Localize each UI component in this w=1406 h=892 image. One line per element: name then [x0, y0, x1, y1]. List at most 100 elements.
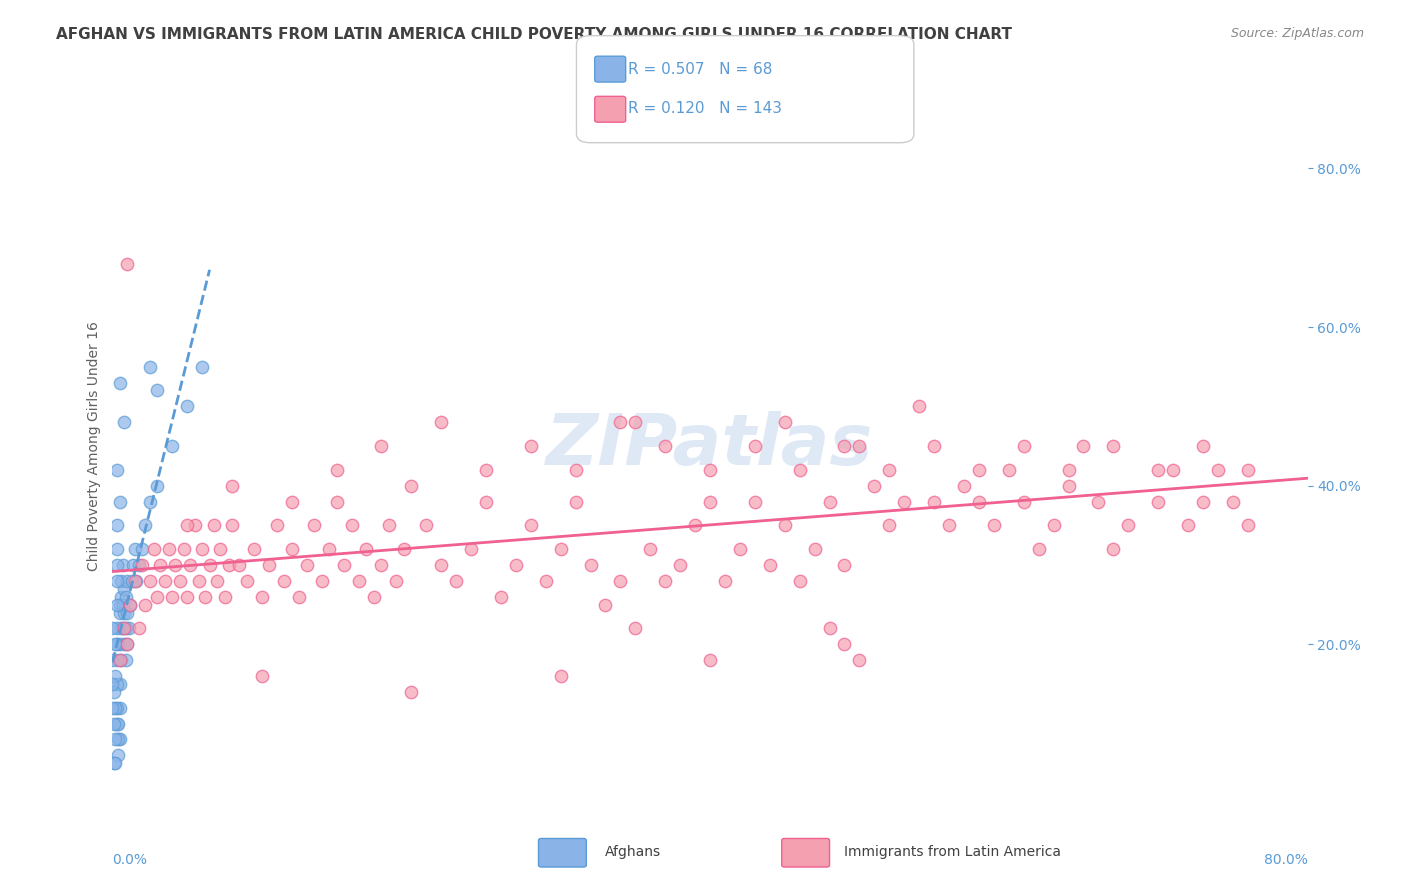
Point — [759, 558, 782, 572]
Point — [105, 621, 128, 635]
Point — [117, 574, 139, 588]
Point — [848, 653, 870, 667]
Point — [550, 542, 572, 557]
Point — [118, 621, 141, 635]
Point — [273, 574, 295, 588]
Point — [259, 558, 281, 572]
Point — [115, 653, 138, 667]
Point — [188, 574, 211, 588]
Point — [108, 494, 131, 508]
Point — [117, 637, 139, 651]
Point — [176, 400, 198, 414]
Point — [250, 590, 273, 604]
Point — [117, 637, 139, 651]
Point — [640, 542, 662, 557]
Point — [101, 653, 124, 667]
Text: Immigrants from Latin America: Immigrants from Latin America — [844, 845, 1060, 859]
Point — [356, 542, 378, 557]
Point — [430, 415, 453, 429]
Point — [789, 574, 811, 588]
Point — [281, 494, 304, 508]
Point — [1147, 463, 1170, 477]
Point — [505, 558, 527, 572]
Point — [173, 542, 195, 557]
Point — [288, 590, 311, 604]
Point — [179, 558, 201, 572]
Point — [128, 621, 150, 635]
Point — [103, 716, 125, 731]
Point — [370, 558, 392, 572]
Text: ZIPatlas: ZIPatlas — [547, 411, 873, 481]
Point — [834, 558, 856, 572]
Point — [983, 518, 1005, 533]
Point — [1057, 463, 1080, 477]
Point — [967, 463, 990, 477]
Point — [363, 590, 385, 604]
Point — [728, 542, 751, 557]
Text: Afghans: Afghans — [605, 845, 661, 859]
Point — [863, 478, 886, 492]
Point — [149, 558, 172, 572]
Point — [128, 558, 150, 572]
Point — [654, 439, 676, 453]
Point — [104, 756, 127, 771]
Point — [444, 574, 467, 588]
Point — [998, 463, 1021, 477]
Point — [108, 376, 131, 390]
Point — [107, 716, 129, 731]
Point — [121, 574, 143, 588]
Point — [430, 558, 453, 572]
Point — [654, 574, 676, 588]
Point — [683, 518, 706, 533]
Point — [218, 558, 240, 572]
Point — [108, 606, 131, 620]
Point — [117, 257, 139, 271]
Point — [318, 542, 340, 557]
Point — [744, 439, 766, 453]
Point — [385, 574, 408, 588]
Text: R = 0.507   N = 68: R = 0.507 N = 68 — [628, 62, 773, 77]
Point — [392, 542, 415, 557]
Point — [938, 518, 960, 533]
Point — [108, 653, 131, 667]
Point — [176, 518, 198, 533]
Point — [773, 415, 796, 429]
Point — [1118, 518, 1140, 533]
Point — [194, 590, 217, 604]
Point — [105, 518, 128, 533]
Point — [214, 590, 236, 604]
Point — [107, 732, 129, 747]
Point — [1161, 463, 1184, 477]
Point — [117, 606, 139, 620]
Point — [115, 621, 138, 635]
Point — [107, 748, 129, 763]
Point — [609, 415, 631, 429]
Point — [415, 518, 437, 533]
Point — [1237, 518, 1260, 533]
Point — [1192, 494, 1215, 508]
Point — [104, 732, 127, 747]
Point — [266, 518, 288, 533]
Point — [105, 542, 128, 557]
Text: R = 0.120   N = 143: R = 0.120 N = 143 — [628, 102, 783, 116]
Point — [111, 558, 134, 572]
Point — [325, 463, 347, 477]
Point — [1073, 439, 1095, 453]
Point — [624, 415, 647, 429]
Point — [325, 494, 347, 508]
Point — [302, 518, 325, 533]
Point — [243, 542, 266, 557]
Point — [108, 598, 131, 612]
Point — [489, 590, 512, 604]
Point — [104, 700, 127, 714]
Point — [1222, 494, 1244, 508]
Point — [773, 518, 796, 533]
Point — [879, 518, 901, 533]
Point — [146, 590, 169, 604]
Point — [401, 685, 423, 699]
Point — [115, 590, 138, 604]
Point — [1102, 439, 1125, 453]
Point — [789, 463, 811, 477]
Point — [1177, 518, 1199, 533]
Point — [250, 669, 273, 683]
